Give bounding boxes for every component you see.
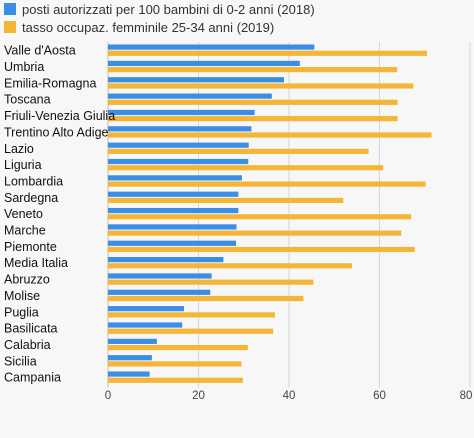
bar-occupazione [108,295,304,302]
category-label: Basilicata [4,322,58,336]
bar-occupazione [108,214,412,220]
bar-posti [108,175,242,181]
legend-swatch-occupazione [4,21,16,33]
bar-occupazione [108,132,432,138]
bar-occupazione [108,230,402,236]
bar-posti [108,77,285,83]
bar-posti [108,109,255,116]
bar-posti [108,60,300,67]
x-tick-label: 40 [283,390,296,402]
legend-label-occupazione: tasso occupaz. femminile 25-34 anni (201… [22,20,274,35]
legend: posti autorizzati per 100 bambini di 0-2… [4,2,315,35]
bar-occupazione [108,50,428,56]
bar-occupazione [108,197,344,204]
bar-posti [108,240,237,246]
category-labels: Valle d'Aosta Umbria Emilia-Romagna Toscana… [4,44,115,385]
bar-occupazione [108,83,414,89]
bar-posti [108,93,272,99]
category-label: Puglia [4,305,39,319]
bar-occupazione [108,263,352,269]
bar-occupazione [108,361,242,367]
bar-occupazione [108,181,426,187]
bar-occupazione [108,328,274,334]
x-tick-label: 0 [105,390,111,402]
category-label: Friuli-Venezia Giulia [4,109,115,123]
bar-occupazione [108,116,398,122]
category-label: Abruzzo [4,273,50,287]
category-label: Marche [4,224,46,238]
x-tick-label: 80 [460,390,473,402]
category-label: Emilia-Romagna [4,76,96,90]
bar-occupazione [108,165,384,171]
category-label: Media Italia [4,256,68,270]
bar-posti [108,371,150,377]
bar-posti [108,191,239,197]
category-label: Liguria [4,158,42,172]
bar-posti [108,257,224,263]
bar-posti [108,306,185,312]
bar-posti [108,207,239,214]
legend-label-posti: posti autorizzati per 100 bambini di 0-2… [22,2,315,17]
x-axis-ticks: 0 20 40 60 80 [105,390,473,402]
category-label: Sicilia [4,354,37,368]
bar-occupazione [108,67,398,73]
bar-occupazione [108,377,243,383]
bar-posti [108,322,183,328]
bar-occupazione [108,246,415,253]
bar-posti [108,142,249,148]
x-tick-label: 20 [192,390,205,402]
bar-posti [108,355,152,361]
bars [108,44,432,383]
bar-posti [108,224,237,230]
category-label: Sardegna [4,191,58,205]
bar-posti [108,289,211,295]
bar-posti [108,158,249,165]
category-label: Valle d'Aosta [4,44,76,58]
category-label: Piemonte [4,240,57,254]
category-label: Calabria [4,338,51,352]
bar-posti [108,44,315,50]
bar-occupazione [108,279,314,285]
category-label: Campania [4,371,61,385]
category-label: Umbria [4,60,44,74]
bar-occupazione [108,99,398,105]
x-tick-label: 60 [373,390,386,402]
category-label: Lombardia [4,174,63,188]
bar-posti [108,338,157,344]
bar-occupazione [108,344,248,351]
category-label: Molise [4,289,40,303]
bar-occupazione [108,148,369,154]
bar-posti [108,126,252,132]
category-label: Veneto [4,207,43,221]
category-label: Lazio [4,142,34,156]
category-label: Toscana [4,93,51,107]
bar-occupazione [108,312,275,318]
legend-swatch-posti [4,3,16,15]
bar-posti [108,273,212,279]
category-label: Trentino Alto Adige [4,125,109,139]
